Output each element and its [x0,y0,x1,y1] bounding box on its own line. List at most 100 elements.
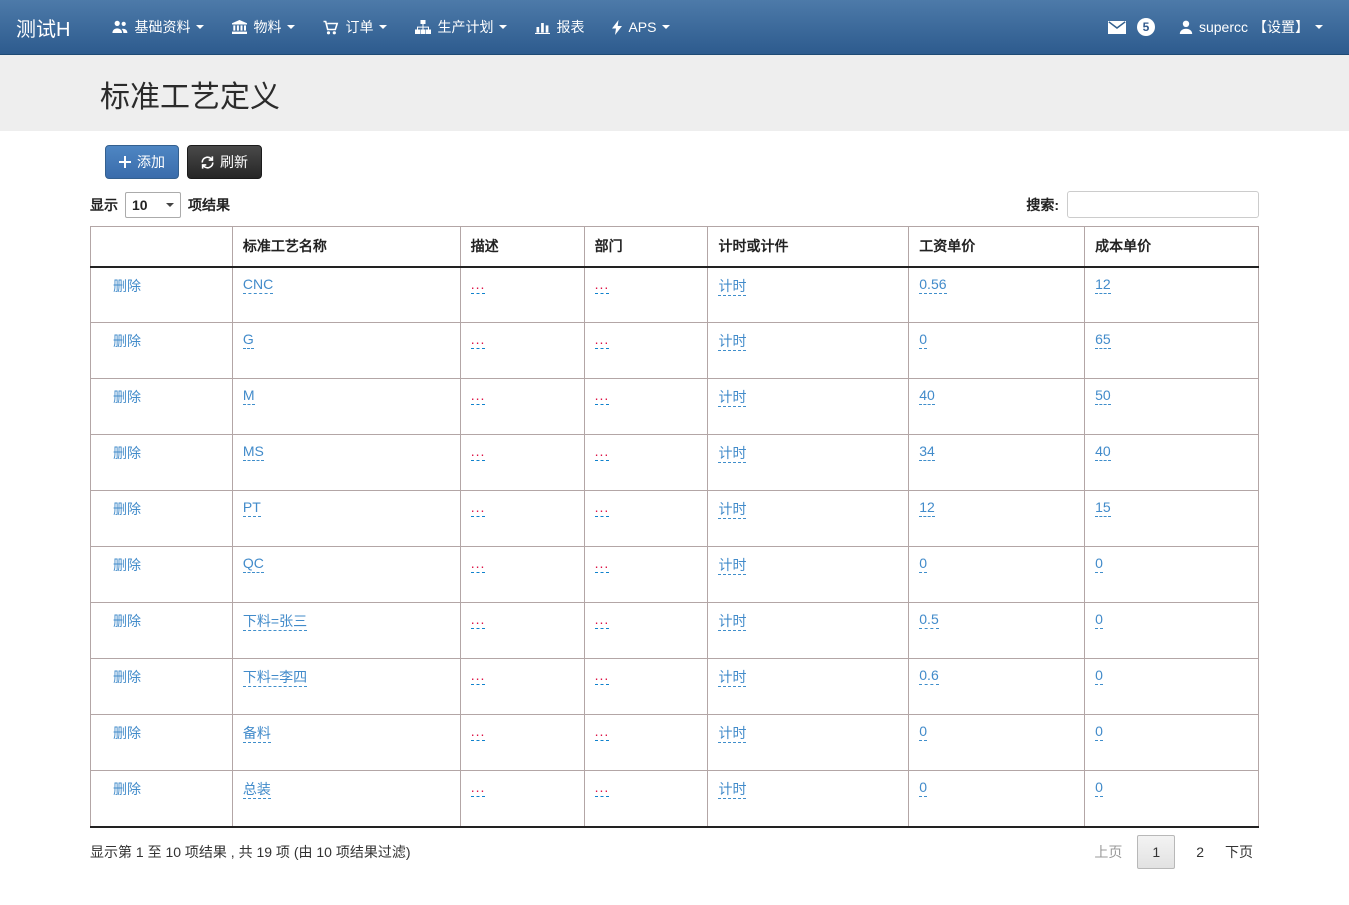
dept-editable[interactable]: ... [594,779,610,797]
col-header-3[interactable]: 部门 [583,226,709,268]
cost-link[interactable]: 65 [1095,331,1111,349]
mode-link[interactable]: 计时 [718,557,747,575]
length-select[interactable]: 10 [125,191,181,218]
page-button-1[interactable]: 1 [1137,834,1176,869]
process-name-link[interactable]: CNC [242,275,274,294]
cost-link[interactable]: 0 [1095,667,1103,685]
col-header-5[interactable]: 工资单价 [908,226,1086,268]
brand[interactable]: 测试H [16,18,71,41]
cost-link[interactable]: 0 [1095,779,1103,797]
cost-link[interactable]: 12 [1095,275,1111,294]
cost-link[interactable]: 15 [1095,499,1111,517]
dept-editable[interactable]: ... [594,331,610,349]
process-name-link[interactable]: M [242,387,255,405]
page-length-control: 显示 10 项结果 [90,191,230,218]
dept-editable[interactable]: ... [594,387,610,405]
refresh-button[interactable]: 刷新 [187,145,262,179]
prev-page-button[interactable]: 上页 [1094,843,1123,860]
nav-item: 基础资料 [98,0,218,55]
process-name-link[interactable]: 下料=李四 [242,669,308,687]
wage-link[interactable]: 0.6 [919,667,939,685]
wage-link[interactable]: 0.5 [919,611,939,629]
process-name-link[interactable]: PT [242,499,261,517]
wage-link[interactable]: 0 [919,331,928,349]
process-name-link[interactable]: 下料=张三 [242,613,308,631]
cost-link[interactable]: 0 [1095,723,1103,741]
add-button[interactable]: 添加 [105,145,179,179]
wage-link[interactable]: 12 [919,499,935,517]
dept-editable[interactable]: ... [594,499,610,517]
caret-down-icon [662,25,671,29]
dept-editable[interactable]: ... [594,443,610,461]
desc-editable[interactable]: ... [470,443,486,461]
search-input[interactable] [1067,191,1259,218]
dept-editable[interactable]: ... [594,275,610,294]
desc-editable[interactable]: ... [470,387,486,405]
delete-link[interactable]: 删除 [113,781,141,797]
desc-editable[interactable]: ... [470,331,486,349]
mode-link[interactable]: 计时 [718,445,747,463]
delete-link[interactable]: 删除 [113,333,141,349]
delete-link[interactable]: 删除 [113,613,141,629]
desc-editable[interactable]: ... [470,555,486,573]
delete-link[interactable]: 删除 [113,725,141,741]
col-header-2[interactable]: 描述 [459,226,585,268]
nav-link-1[interactable]: 物料 [218,0,309,55]
wage-link[interactable]: 40 [919,387,935,405]
cost-link[interactable]: 0 [1095,611,1103,629]
dept-editable[interactable]: ... [594,611,610,629]
dept-editable[interactable]: ... [594,667,610,685]
mode-link[interactable]: 计时 [718,725,747,743]
nav-link-4[interactable]: 报表 [521,0,598,55]
delete-link[interactable]: 删除 [113,277,141,294]
desc-editable[interactable]: ... [470,667,486,685]
mode-link[interactable]: 计时 [718,501,747,519]
cost-link[interactable]: 0 [1095,555,1103,573]
messages-link[interactable]: 5 [1096,0,1167,55]
user-menu[interactable]: supercc 【设置】 [1167,0,1335,55]
col-header-4[interactable]: 计时或计件 [707,226,910,268]
wage-link[interactable]: 0 [919,723,928,741]
cost-link[interactable]: 40 [1095,443,1111,461]
delete-link[interactable]: 删除 [113,389,141,405]
envelope-icon [1107,20,1126,34]
col-header-6[interactable]: 成本单价 [1084,226,1259,268]
process-name-link[interactable]: QC [242,555,264,573]
delete-link[interactable]: 删除 [113,557,141,573]
wage-link[interactable]: 34 [919,443,935,461]
wage-link[interactable]: 0 [919,779,928,797]
desc-editable[interactable]: ... [470,499,486,517]
dept-editable[interactable]: ... [594,723,610,741]
desc-editable[interactable]: ... [470,611,486,629]
process-name-link[interactable]: G [242,331,254,349]
nav-link-5[interactable]: APS [598,0,684,55]
navbar-right: 5 supercc 【设置】 [1096,0,1335,55]
nav-link-3[interactable]: 生产计划 [401,0,521,55]
mode-link[interactable]: 计时 [718,389,747,407]
next-page-button[interactable]: 下页 [1225,843,1253,860]
delete-link[interactable]: 删除 [113,445,141,461]
desc-editable[interactable]: ... [470,779,486,797]
wage-link[interactable]: 0.56 [919,275,947,294]
nav-link-0[interactable]: 基础资料 [98,0,218,55]
mode-link[interactable]: 计时 [718,669,747,687]
delete-link[interactable]: 删除 [113,669,141,685]
page-button-2[interactable]: 2 [1196,843,1204,860]
desc-editable[interactable]: ... [470,275,486,294]
bolt-icon [612,19,623,35]
mode-link[interactable]: 计时 [718,613,747,631]
dept-editable[interactable]: ... [594,555,610,573]
cost-link[interactable]: 50 [1095,387,1111,405]
col-header-1[interactable]: 标准工艺名称 [231,226,461,268]
desc-editable[interactable]: ... [470,723,486,741]
wage-link[interactable]: 0 [919,555,928,573]
mode-link[interactable]: 计时 [718,277,747,296]
process-name-link[interactable]: 总装 [242,781,271,799]
process-name-link[interactable]: 备料 [242,725,271,743]
mode-link[interactable]: 计时 [718,781,747,799]
username: supercc [1198,19,1248,35]
delete-link[interactable]: 删除 [113,501,141,517]
mode-link[interactable]: 计时 [718,333,747,351]
process-name-link[interactable]: MS [242,443,264,461]
nav-link-2[interactable]: 订单 [309,0,401,55]
